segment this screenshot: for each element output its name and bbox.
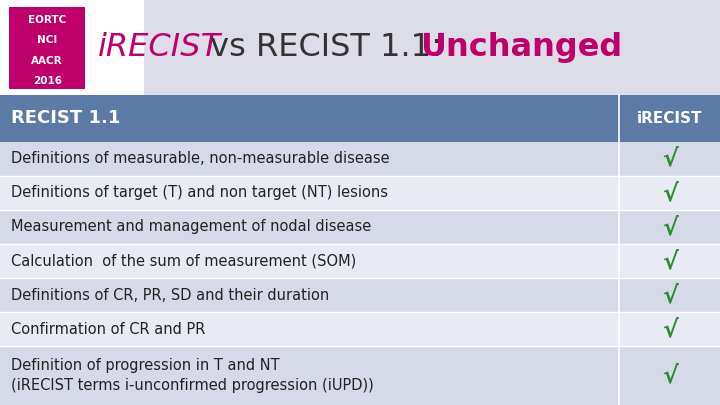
Text: 2016: 2016 [32,77,62,86]
Text: √: √ [662,364,678,388]
Bar [9,6,85,89]
Text: iRECIST: iRECIST [98,32,221,63]
Bar [619,176,720,210]
Text: NCI: NCI [37,35,58,45]
Text: Unchanged: Unchanged [420,32,622,63]
Text: √: √ [662,283,678,307]
Bar [0,346,619,405]
Text: Definitions of measurable, non-measurable disease: Definitions of measurable, non-measurabl… [11,151,390,166]
Bar [0,0,720,95]
Text: √: √ [662,147,678,171]
Bar [0,95,619,142]
Bar [619,278,720,312]
Text: Definitions of target (T) and non target (NT) lesions: Definitions of target (T) and non target… [11,185,388,200]
Text: √: √ [662,215,678,239]
Text: Confirmation of CR and PR: Confirmation of CR and PR [11,322,205,337]
Bar [0,210,619,244]
Text: Calculation  of the sum of measurement (SOM): Calculation of the sum of measurement (S… [11,254,356,269]
Bar [619,312,720,346]
Bar [619,210,720,244]
Text: Measurement and management of nodal disease: Measurement and management of nodal dise… [11,220,371,234]
Text: RECIST 1.1: RECIST 1.1 [11,109,120,128]
Text: Definitions of CR, PR, SD and their duration: Definitions of CR, PR, SD and their dura… [11,288,329,303]
Bar [0,142,619,176]
Text: iRECIST: iRECIST [637,111,702,126]
Text: √: √ [662,317,678,341]
Bar [619,95,720,142]
Bar [0,244,619,278]
Text: AACR: AACR [32,56,63,66]
Bar [144,0,720,95]
Bar [619,244,720,278]
Text: √: √ [662,181,678,205]
Bar [619,142,720,176]
Text: √: √ [662,249,678,273]
Bar [619,346,720,405]
Bar [0,278,619,312]
Text: vs RECIST 1.1:: vs RECIST 1.1: [200,32,452,63]
Bar [0,312,619,346]
Bar [0,176,619,210]
Text: Definition of progression in T and NT
(iRECIST terms i-unconfirmed progression (: Definition of progression in T and NT (i… [11,358,374,393]
Text: EORTC: EORTC [28,15,66,25]
